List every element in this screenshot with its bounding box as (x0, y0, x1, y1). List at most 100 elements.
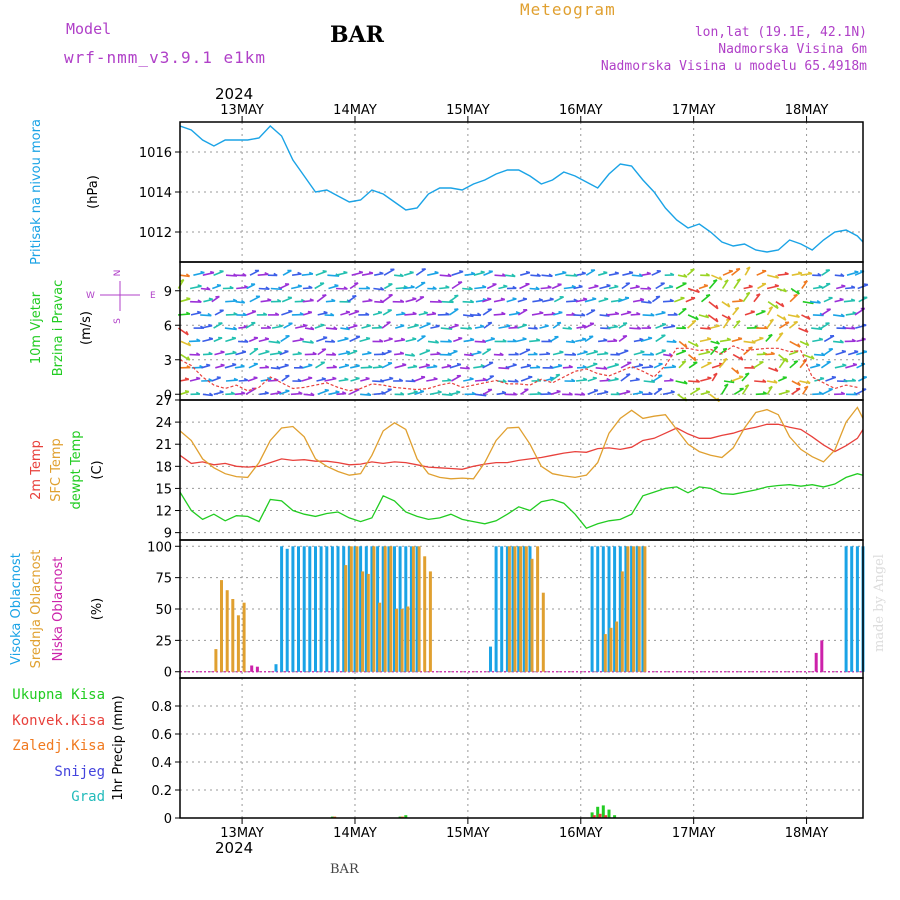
wind-arrow (607, 363, 619, 369)
wind-arrow-head (614, 377, 619, 380)
wind-arrow-head (434, 270, 439, 274)
wind-arrow-head (639, 297, 645, 301)
wind-arrow (451, 270, 464, 276)
wind-arrow-head (736, 278, 741, 282)
wind-arrow-head (402, 363, 407, 366)
wind-arrow (798, 327, 809, 333)
wind-arrow (405, 338, 417, 343)
wind-arrow-head (410, 284, 415, 288)
wind-arrow-head (712, 279, 718, 282)
high-cloud-bar (522, 546, 526, 672)
wind-arrow-head (322, 294, 327, 297)
precipitation-frame (179, 677, 864, 819)
wind-arrow-head (200, 270, 205, 274)
wind-arrow-head (818, 326, 823, 330)
high-cloud-bar (387, 546, 391, 672)
wind-arrow-head (368, 271, 374, 274)
wind-arrow (301, 377, 313, 382)
wind-arrow-head (229, 285, 234, 289)
wind-arrow-head (784, 271, 789, 275)
precip-total-bar (596, 806, 600, 818)
wind-arrow-head (412, 311, 417, 315)
wind-arrow (766, 318, 775, 329)
wind-arrow (463, 339, 475, 343)
wind-arrow (575, 338, 587, 343)
wind-arrow-head (571, 284, 576, 288)
wind-arrow-head (533, 351, 538, 356)
top-xtick-label: 13MAY (220, 103, 264, 118)
wind-arrow (631, 274, 643, 277)
wind-arrow-head (197, 299, 202, 303)
wind-arrow-head (636, 311, 641, 316)
wind-arrow-head (206, 286, 211, 291)
wind-arrow (508, 312, 520, 316)
wind-arrow-head (377, 310, 383, 314)
wind-arrow-head (487, 297, 492, 300)
wind-arrow (418, 364, 430, 369)
wind-arrow (540, 286, 552, 290)
wind-arrow-head (793, 360, 798, 363)
wind-arrow-head (207, 312, 212, 317)
wind-arrow-head (614, 271, 619, 275)
wind-arrow-head (331, 352, 337, 356)
wind-ylabel-2: Brzina i Pravac (51, 280, 66, 377)
wind-arrow-head (774, 284, 779, 287)
clouds-ytick-label: 100 (147, 540, 172, 555)
wind-arrow-head (706, 337, 712, 340)
wind-arrow (803, 353, 815, 360)
wind-arrow-head (635, 284, 640, 288)
wind-arrow-head (288, 309, 293, 313)
wind-arrow (179, 298, 191, 303)
wind-arrow-head (555, 373, 560, 376)
wind-arrow-head (219, 390, 224, 393)
wind-arrow (328, 284, 339, 290)
wind-arrow (768, 367, 779, 373)
pressure-ytick-label: 1012 (139, 226, 172, 241)
wind-arrow-head (241, 350, 247, 353)
wind-arrow-head (423, 311, 428, 314)
wind-arrow-head (454, 294, 459, 297)
wind-arrow-head (583, 350, 588, 353)
wind-arrow (809, 300, 821, 304)
wind-arrow-head (262, 312, 268, 316)
wind-arrow (586, 350, 598, 356)
wind-arrow (302, 299, 314, 303)
wind-arrow (326, 366, 337, 369)
temperature-ytick-label: 18 (155, 460, 172, 475)
wind-arrow (316, 336, 328, 343)
wind-arrow (225, 274, 238, 277)
wind-arrow-head (501, 311, 506, 315)
precip-total-bar (607, 809, 611, 818)
wind-arrow (448, 308, 459, 316)
model-label: Model (66, 20, 112, 38)
wind-arrow (449, 363, 462, 369)
wind-arrow-head (216, 376, 221, 379)
wind-arrow-head (646, 271, 651, 275)
mid-cloud-bar (536, 546, 540, 672)
wind-arrow-head (624, 296, 630, 299)
wind-arrow-head (297, 378, 302, 382)
wind-arrow-head (195, 391, 201, 395)
wind-arrow (415, 268, 427, 276)
wind-arrow-head (842, 363, 847, 367)
wind-arrow (328, 391, 340, 396)
top-xtick-label: 14MAY (333, 103, 377, 118)
wind-arrow-head (797, 271, 803, 275)
wind-arrow (531, 312, 544, 316)
wind-arrow-head (647, 299, 652, 304)
wind-arrow-head (380, 286, 385, 291)
wind-arrow (539, 353, 550, 356)
wind-arrow-head (690, 268, 695, 271)
wind-arrow-head (648, 391, 653, 395)
high-cloud-bar (274, 664, 278, 672)
wind-arrow-head (556, 321, 561, 324)
wind-arrow (619, 390, 631, 396)
wind-arrow (324, 377, 337, 382)
wind-arrow (687, 320, 697, 329)
wind-arrow-head (613, 338, 618, 342)
wind-arrow-head (399, 351, 405, 355)
wind-arrow (690, 387, 701, 395)
wind-arrow (741, 384, 750, 395)
wind-arrow-head (724, 383, 729, 387)
wind-arrow (260, 299, 272, 303)
